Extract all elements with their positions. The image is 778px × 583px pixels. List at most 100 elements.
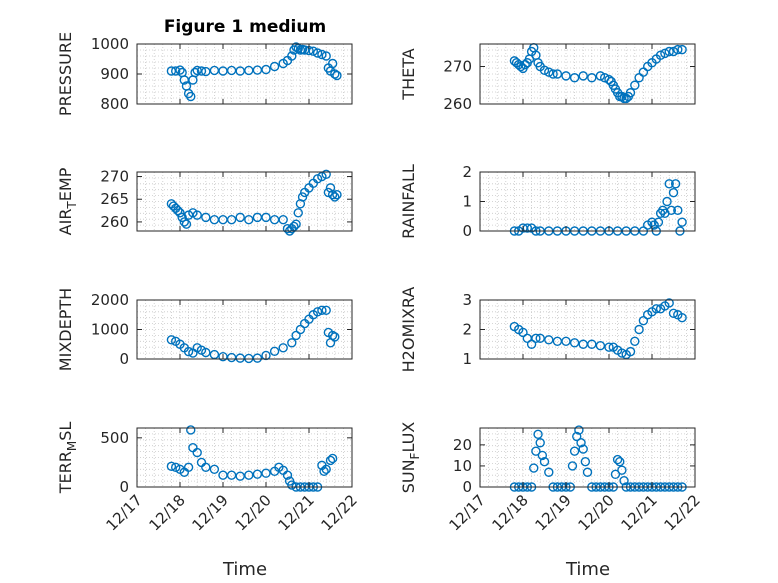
data-point xyxy=(291,330,301,341)
data-point xyxy=(196,457,207,468)
data-point xyxy=(325,455,336,466)
data-point xyxy=(261,468,271,478)
data-point xyxy=(186,91,196,102)
data-point xyxy=(569,446,580,456)
data-point xyxy=(677,44,687,55)
data-point xyxy=(186,425,196,435)
data-point xyxy=(664,298,674,308)
data-point xyxy=(595,71,606,81)
data-point xyxy=(261,64,271,75)
data-point xyxy=(278,214,288,225)
data-point xyxy=(201,462,211,473)
data-point xyxy=(291,219,301,229)
data-point xyxy=(617,465,627,475)
data-point xyxy=(282,470,293,480)
y-tick-label: 20 xyxy=(453,436,472,454)
grid-air-temp xyxy=(136,171,353,232)
data-point xyxy=(321,169,331,179)
data-point xyxy=(535,438,545,448)
data-point xyxy=(327,453,338,464)
data-point xyxy=(287,338,297,348)
x-tick-label: 12/20 xyxy=(232,491,275,534)
data-point xyxy=(269,61,280,72)
y-axis-label-terr-msl: TERRMSL xyxy=(56,422,79,495)
data-point xyxy=(319,466,329,476)
data-point xyxy=(617,348,627,358)
data-point xyxy=(321,51,331,61)
data-point xyxy=(218,214,228,225)
data-point xyxy=(544,67,554,77)
data-point xyxy=(192,210,202,220)
series-sun-flux xyxy=(509,425,687,492)
data-point xyxy=(668,46,679,57)
data-point xyxy=(529,463,539,473)
data-point xyxy=(235,212,245,223)
y-tick-label: 265 xyxy=(100,190,129,208)
subplot-terr-msl: 0 500 12/17 12/18 12/19 12/20 12/21 12/22 TERRMS… xyxy=(56,422,361,535)
data-point xyxy=(226,470,237,480)
data-point xyxy=(166,335,177,345)
x-tick-label: 12/21 xyxy=(618,491,661,534)
data-point xyxy=(196,66,207,76)
y-tick-label: 2000 xyxy=(91,291,129,309)
y-tick-label: 500 xyxy=(100,429,129,447)
data-point xyxy=(183,462,194,473)
grid-mixdepth xyxy=(136,299,353,360)
data-point xyxy=(170,462,181,473)
data-point xyxy=(244,470,254,480)
data-point xyxy=(190,67,200,78)
data-point xyxy=(244,214,254,225)
data-point xyxy=(295,324,306,335)
y-tick-label: 1000 xyxy=(91,321,129,339)
data-point xyxy=(653,217,664,227)
data-point xyxy=(188,75,198,85)
data-point xyxy=(666,205,677,216)
data-point xyxy=(539,457,550,467)
x-tick-label: 12/22 xyxy=(661,491,704,534)
data-point xyxy=(619,475,629,486)
data-point xyxy=(330,69,340,79)
data-point xyxy=(287,51,297,61)
subplot-pressure: 800 900 1000 PRESSURE xyxy=(56,32,353,116)
subplot-rainfall: 0 1 2 RAINFALL xyxy=(399,163,696,240)
data-point xyxy=(327,58,338,69)
grid-sun-flux xyxy=(479,427,696,488)
data-point xyxy=(201,212,211,223)
data-point xyxy=(630,80,640,90)
y-axis-label-sun-flux: SUNFLUX xyxy=(399,422,422,494)
data-point xyxy=(278,343,288,353)
subplot-theta: 260 270 THETA xyxy=(399,43,696,113)
data-point xyxy=(625,346,636,357)
x-tick-label: 12/18 xyxy=(489,491,532,534)
data-point xyxy=(552,336,563,346)
data-point xyxy=(531,446,541,456)
axes-box xyxy=(136,171,353,232)
data-point xyxy=(634,324,644,335)
data-point xyxy=(289,221,299,232)
data-point xyxy=(580,457,591,467)
data-point xyxy=(308,46,318,56)
series-air-temp xyxy=(166,169,342,236)
data-point xyxy=(269,346,280,357)
y-tick-label: 2 xyxy=(462,321,472,339)
data-point xyxy=(332,70,342,81)
y-tick-label: 10 xyxy=(453,457,472,475)
y-axis-label-theta: THETA xyxy=(399,48,418,100)
data-point xyxy=(300,45,310,55)
series-pressure xyxy=(166,42,342,102)
data-point xyxy=(625,88,636,98)
x-tick-label: 12/18 xyxy=(146,491,189,534)
x-tick-label: 12/17 xyxy=(446,491,489,534)
y-tick-label: 800 xyxy=(100,95,129,113)
data-point xyxy=(561,71,571,81)
y-tick-label: 3 xyxy=(462,291,472,309)
y-tick-label: 0 xyxy=(462,222,472,240)
series-mixdepth xyxy=(166,305,340,364)
y-tick-label: 2 xyxy=(462,163,472,181)
data-point xyxy=(287,480,297,490)
data-point xyxy=(655,50,666,60)
data-point xyxy=(175,65,185,75)
data-point xyxy=(209,214,220,225)
data-point xyxy=(634,73,644,83)
y-axis-label-h2omixra: H2OMIXRA xyxy=(399,287,418,373)
